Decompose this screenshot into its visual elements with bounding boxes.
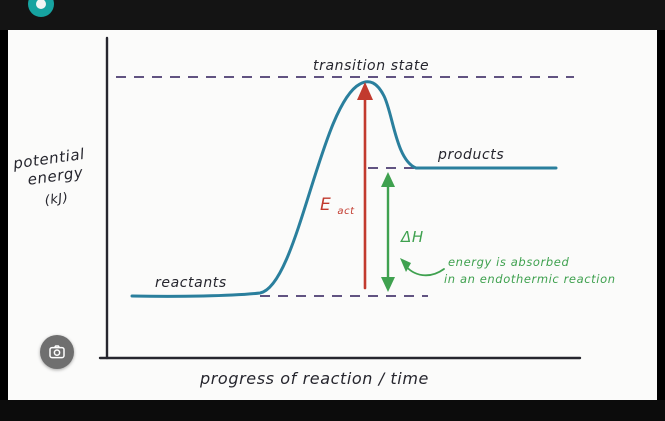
y-axis-label: potential energy (kJ) bbox=[11, 145, 86, 209]
top-bar bbox=[0, 0, 665, 30]
camera-button[interactable] bbox=[40, 335, 74, 369]
activation-energy-label-main: E bbox=[320, 195, 331, 215]
delta-h-label: ΔH bbox=[400, 228, 424, 246]
y-axis-label-line3: (kJ) bbox=[44, 190, 70, 208]
whiteboard-canvas: transition state products reactants E ac… bbox=[8, 30, 657, 400]
products-label: products bbox=[437, 147, 504, 163]
enthalpy-arrow bbox=[381, 172, 395, 292]
record-icon[interactable] bbox=[28, 0, 54, 17]
enthalpy-arrowhead-bottom bbox=[381, 277, 395, 292]
x-axis-label: progress of reaction / time bbox=[199, 369, 429, 388]
energy-diagram: transition state products reactants E ac… bbox=[11, 36, 616, 388]
activation-energy-arrowhead bbox=[357, 82, 373, 100]
annotation-line1: energy is absorbed bbox=[448, 255, 569, 269]
bottom-bar bbox=[0, 400, 665, 421]
activation-energy-arrow bbox=[357, 82, 373, 290]
reactants-label: reactants bbox=[155, 275, 227, 291]
reaction-energy-curve bbox=[130, 80, 558, 298]
enthalpy-arrowhead-top bbox=[381, 172, 395, 187]
activation-energy-label: E act bbox=[320, 195, 355, 217]
camera-lens-icon bbox=[49, 345, 65, 359]
transition-state-label: transition state bbox=[313, 58, 429, 74]
annotation-pointer-curve bbox=[403, 263, 445, 277]
annotation-pointer-arrowhead bbox=[400, 258, 411, 272]
activation-energy-label-sub: act bbox=[337, 206, 355, 217]
record-icon-dot bbox=[36, 0, 46, 9]
annotation-line2: in an endothermic reaction bbox=[444, 272, 616, 286]
